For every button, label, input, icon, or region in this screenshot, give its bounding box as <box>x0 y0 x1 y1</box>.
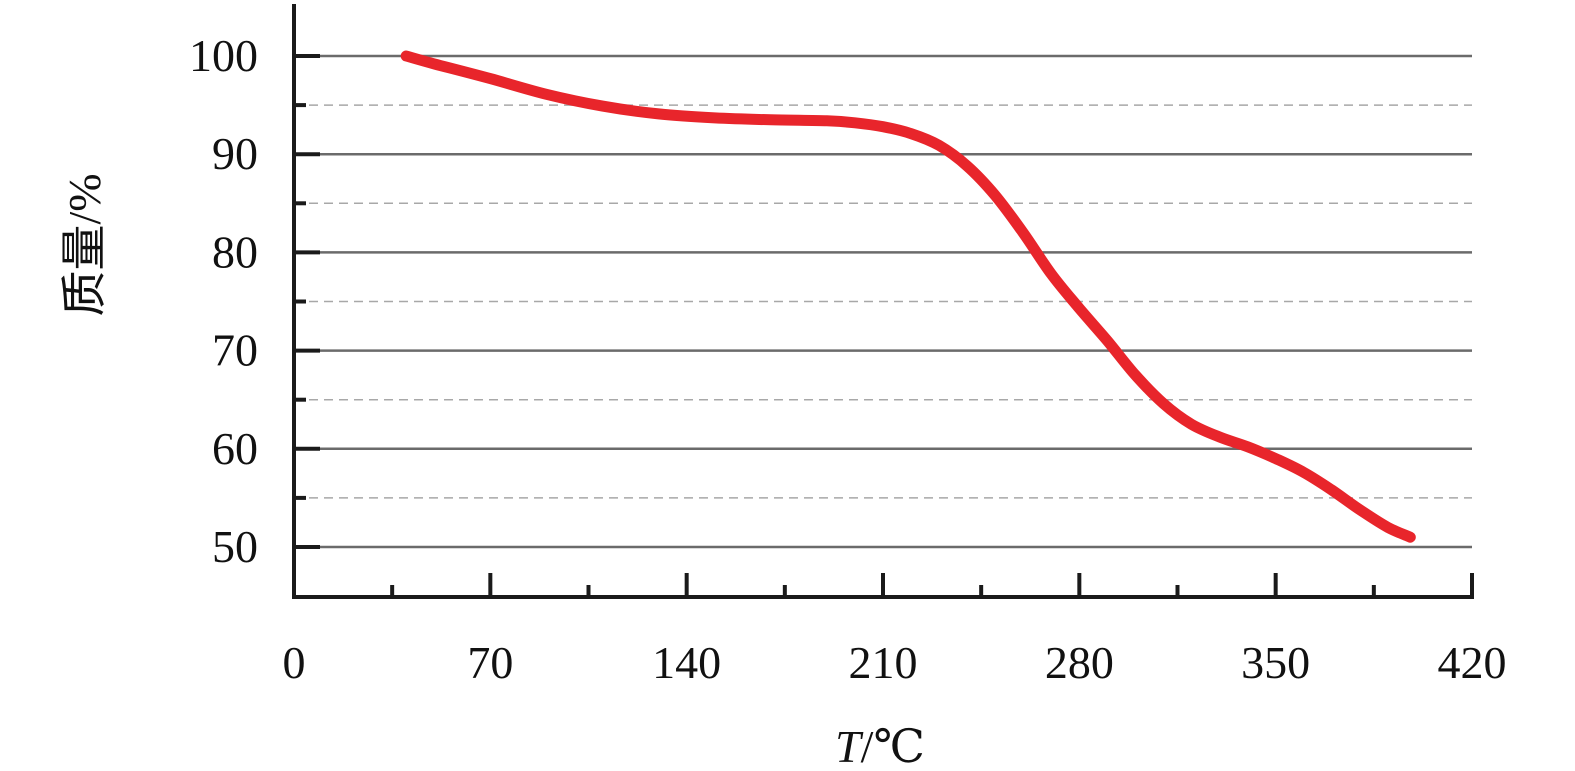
y-tick-label: 50 <box>212 521 258 572</box>
x-tick-label: 420 <box>1438 637 1507 688</box>
x-tick-label: 70 <box>467 637 513 688</box>
mass-loss-curve <box>400 50 1416 543</box>
x-tick-label: 350 <box>1241 637 1310 688</box>
x-axis-title: T/℃ <box>835 721 925 771</box>
x-tick-label: 0 <box>283 637 306 688</box>
y-tick-label: 70 <box>212 325 258 376</box>
axes <box>292 4 1474 599</box>
x-tick-label: 210 <box>849 637 918 688</box>
series-layer <box>400 50 1416 543</box>
y-tick-label: 90 <box>212 128 258 179</box>
grid-lines <box>294 54 1472 549</box>
x-tick-label: 280 <box>1045 637 1114 688</box>
y-tick-label: 100 <box>189 30 258 81</box>
tick-labels: 50 60 70 80 90 100 0 70 140 210 280 350 420 <box>189 30 1507 688</box>
y-tick-label: 80 <box>212 226 258 277</box>
y-tick-label: 60 <box>212 423 258 474</box>
y-axis-title: 质量/% <box>59 173 110 316</box>
x-tick-label: 140 <box>652 637 721 688</box>
x-axis-title-var: T <box>835 721 864 771</box>
x-axis-title-unit: /℃ <box>861 721 925 771</box>
